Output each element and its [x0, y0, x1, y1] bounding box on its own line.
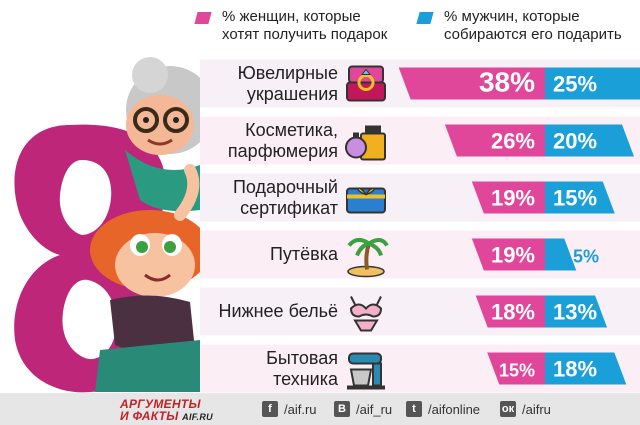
- bar-men: [545, 238, 577, 271]
- category-label-line: Нижнее бельё: [218, 301, 338, 321]
- social-facebook-label: /aif.ru: [284, 401, 317, 417]
- logo-line2: И ФАКТЫ: [120, 409, 179, 423]
- data-label-women: 19%: [491, 186, 535, 211]
- data-label-women: 38%: [479, 67, 535, 98]
- category-label: Бытовая техника: [266, 348, 338, 390]
- category-label-line: Путёвка: [269, 244, 338, 264]
- data-label-women: 26%: [491, 129, 535, 154]
- facebook-icon: f: [262, 401, 278, 417]
- bar-women: [471, 181, 545, 214]
- category-label-line: Бытовая: [266, 347, 338, 368]
- illustration-8-march: [14, 57, 200, 393]
- category-label: Косметика, парфюмерия: [228, 120, 338, 162]
- category-label: Нижнее бельё: [219, 301, 338, 322]
- category-label-line: Косметика,: [245, 119, 338, 140]
- bar-women: [487, 352, 545, 385]
- twitter-icon: t: [406, 401, 422, 417]
- bar-women: [471, 238, 545, 271]
- data-label-women: 18%: [491, 300, 535, 325]
- social-twitter[interactable]: t /aifonline: [406, 401, 480, 417]
- data-label-men: 13%: [553, 300, 597, 325]
- data-label-men: 5%: [573, 247, 599, 267]
- odnoklassniki-icon: ок: [500, 401, 516, 417]
- bar-men: [545, 67, 640, 100]
- footer: АРГУМЕНТЫ И ФАКТЫ AIF.RU f /aif.ru B /ai…: [0, 393, 640, 425]
- legend-label-men-line1: % мужчин, которые: [444, 8, 580, 25]
- data-label-men: 25%: [553, 72, 597, 97]
- vk-icon: B: [334, 401, 350, 417]
- bar-women: [398, 67, 545, 100]
- data-label-women: 15%: [499, 361, 535, 381]
- legend-label-women-line1: % женщин, которые: [222, 8, 361, 25]
- bar-men: [545, 352, 627, 385]
- social-twitter-label: /aifonline: [428, 401, 481, 417]
- girl-arm: [174, 164, 200, 221]
- data-label-men: 15%: [553, 186, 597, 211]
- category-label: Подарочный сертификат: [233, 177, 338, 219]
- perfume-icon: [345, 125, 386, 161]
- category-label: Ювелирные украшения: [238, 63, 338, 105]
- palm-island-icon: [347, 238, 389, 278]
- legend-label-men-line2: собираются его подарить: [444, 26, 622, 43]
- bar-men: [545, 295, 608, 328]
- bars-svg: 38% 25% 26% 20% 19% 15% 19% 5% 18% 13% 15% 18%: [200, 59, 640, 393]
- chart-area: 38% 25% 26% 20% 19% 15% 19% 5% 18% 13% 15% 18% Ювели…: [200, 59, 640, 393]
- category-label-line: Ювелирные: [237, 62, 338, 83]
- bar-women: [444, 124, 545, 157]
- social-odnoklassniki-label: /aifru: [522, 401, 551, 417]
- lingerie-icon: [349, 296, 383, 332]
- bar-men: [545, 124, 634, 157]
- logo-line1: АРГУМЕНТЫ: [120, 397, 201, 411]
- girl-body: [110, 295, 195, 354]
- mixer-icon: [347, 352, 385, 390]
- data-label-men: 18%: [553, 357, 597, 382]
- social-vk-label: /aif_ru: [356, 401, 393, 417]
- gift-card-icon: [346, 187, 386, 214]
- legend-item-men: % мужчин, которые собираются его подарит…: [416, 6, 638, 46]
- ring-box-icon: [346, 65, 386, 102]
- legend-item-women: % женщин, которые хотят получить подарок: [194, 6, 396, 46]
- legend-label-women-line2: хотят получить подарок: [222, 26, 388, 43]
- category-label-line: Подарочный: [232, 176, 338, 197]
- bar-women: [475, 295, 545, 328]
- category-label: Путёвка: [270, 244, 338, 265]
- data-label-women: 19%: [491, 243, 535, 268]
- category-label-line: украшения: [246, 83, 338, 104]
- bar-men: [545, 181, 615, 214]
- grandma-body: [125, 150, 200, 212]
- category-label-line: техника: [273, 368, 338, 389]
- social-vk[interactable]: B /aif_ru: [334, 401, 392, 417]
- data-label-men: 20%: [553, 129, 597, 154]
- social-odnoklassniki[interactable]: ок /aifru: [500, 401, 551, 417]
- logo-domain: AIF.RU: [182, 412, 213, 422]
- aif-logo: АРГУМЕНТЫ И ФАКТЫ AIF.RU: [120, 397, 213, 423]
- category-label-line: сертификат: [240, 197, 338, 218]
- girl-legs: [95, 340, 200, 392]
- social-facebook[interactable]: f /aif.ru: [262, 401, 317, 417]
- category-label-line: парфюмерия: [227, 140, 338, 161]
